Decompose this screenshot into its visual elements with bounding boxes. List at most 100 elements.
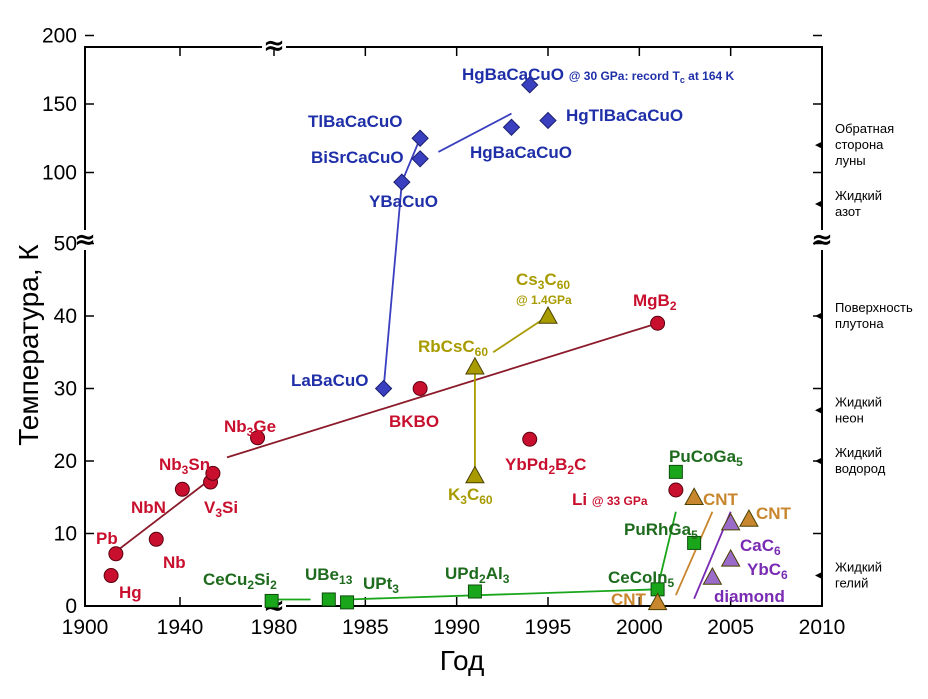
trend-cnt bbox=[675, 511, 714, 596]
axis-ticks: 1900 1940 1980 1985 1990 1995 2000 2005 20100102… bbox=[42, 25, 845, 640]
label-purhga5: PuRhGa5 bbox=[624, 520, 698, 542]
label-cecoin5: CeCoIn5 bbox=[608, 568, 675, 590]
sub: 3 bbox=[503, 572, 510, 586]
trend-cuprate-1 bbox=[382, 182, 403, 389]
sub: 5 bbox=[691, 528, 698, 542]
x-tick-label: 2000 bbox=[616, 616, 663, 639]
sub: 3 bbox=[392, 582, 399, 596]
break-left: ≈ bbox=[74, 225, 96, 255]
marker-heavy-fermion bbox=[321, 592, 336, 607]
label-bisrcacuo: BiSrCaCuO bbox=[311, 148, 404, 167]
marker-conventional bbox=[668, 482, 684, 498]
marker-heavy-fermion bbox=[467, 584, 482, 599]
marker-cuprates bbox=[374, 379, 393, 398]
label-cs3c60-pressure: @ 1.4GPa bbox=[516, 293, 572, 307]
marker-conventional bbox=[250, 430, 266, 446]
sub: 5 bbox=[668, 576, 675, 590]
data-markers bbox=[103, 76, 759, 611]
label-cs3c60: Cs3C60 bbox=[516, 270, 570, 292]
sub: 2 bbox=[270, 578, 277, 592]
marker-conventional bbox=[103, 568, 119, 584]
y-tick-label: 20 bbox=[54, 450, 77, 473]
marker-heavy-fermion bbox=[668, 464, 683, 479]
x-tick-label: 1980 bbox=[251, 616, 298, 639]
marker-fullerenes bbox=[538, 305, 558, 324]
label-pb: Pb bbox=[96, 529, 118, 548]
x-tick-label: 1985 bbox=[342, 616, 389, 639]
marker-graphite-diamond bbox=[702, 566, 723, 585]
marker-conventional bbox=[148, 531, 164, 547]
label-ybacuo: YBaCuO bbox=[369, 192, 438, 211]
marker-conventional bbox=[522, 431, 538, 447]
reference-label: Жидкий водород bbox=[835, 445, 886, 476]
y-tick-label: 50 bbox=[54, 233, 77, 256]
reference-label: Жидкий азот bbox=[835, 188, 882, 219]
y-axis-title: Температура, К bbox=[13, 244, 44, 446]
label-v3si: V3Si bbox=[204, 498, 238, 520]
sub: 6 bbox=[781, 568, 788, 582]
label-nb3ge: Nb3Ge bbox=[224, 417, 276, 439]
sub: 60 bbox=[479, 493, 493, 507]
trend-cuprate-3 bbox=[437, 112, 512, 153]
label-bkbo: BKBO bbox=[389, 412, 439, 431]
sub: 3 bbox=[215, 506, 222, 520]
label-k3c60: K3C60 bbox=[448, 485, 493, 507]
reference-labels: Обратная сторона луны Жидкий азот Поверхность… bbox=[815, 121, 913, 591]
reference-arrow bbox=[815, 141, 823, 150]
trend-cuprate-2 bbox=[401, 137, 421, 183]
record-note: @ 30 GPa: record Tc at 164 K bbox=[569, 69, 735, 85]
label-ybc6: YbC6 bbox=[747, 560, 788, 582]
x-tick-label: 1995 bbox=[525, 616, 572, 639]
sub: 60 bbox=[475, 345, 489, 359]
label-li: Li @ 33 GPa bbox=[572, 490, 648, 509]
marker-cuprates bbox=[411, 150, 429, 168]
label-pucoga5: PuCoGa5 bbox=[669, 447, 743, 469]
label-nbn: NbN bbox=[131, 498, 166, 517]
y-tick-label: 150 bbox=[42, 93, 77, 116]
marker-conventional bbox=[205, 465, 221, 481]
sub: 3 bbox=[538, 278, 545, 292]
label-cnt-1: CNT bbox=[611, 590, 647, 609]
sub: 3 bbox=[182, 463, 189, 477]
label-tlbacacuo: TlBaCaCuO bbox=[308, 112, 402, 131]
break-top: ≈ bbox=[263, 31, 285, 61]
marker-cuprates bbox=[393, 173, 411, 191]
break-right: ≈ bbox=[811, 225, 833, 255]
trend-hf-3 bbox=[656, 511, 677, 589]
data-labels: Hg Pb Nb NbN V3Si Nb3Sn Nb3Ge BKBO YbPd2… bbox=[96, 65, 792, 609]
y-tick-label: 10 bbox=[54, 523, 77, 546]
label-ube13: UBe13 bbox=[305, 565, 353, 587]
x-axis-title: Год bbox=[440, 645, 485, 676]
label-upt3: UPt3 bbox=[363, 574, 399, 596]
marker-conventional bbox=[412, 381, 428, 396]
reference-arrow bbox=[815, 200, 823, 209]
marker-graphite-diamond bbox=[720, 512, 741, 531]
sub: 13 bbox=[339, 573, 353, 587]
sub: 3 bbox=[247, 425, 254, 439]
sub: 2 bbox=[247, 578, 254, 592]
x-tick-label: 1940 bbox=[157, 616, 204, 639]
trend-fullerene-2 bbox=[492, 315, 549, 354]
label-rbcsc60: RbCsC60 bbox=[418, 337, 488, 359]
y-tick-label: 0 bbox=[65, 595, 77, 618]
sub: 5 bbox=[736, 455, 743, 469]
sub: 2 bbox=[548, 463, 555, 477]
marker-cuprates bbox=[539, 111, 557, 130]
y-tick-label: 40 bbox=[54, 305, 77, 328]
marker-conventional bbox=[108, 546, 124, 562]
label-cnt-2: CNT bbox=[703, 490, 739, 509]
marker-conventional bbox=[174, 481, 190, 497]
y-tick-label: 100 bbox=[42, 162, 77, 185]
label-cac6: CaC6 bbox=[740, 536, 781, 558]
reference-arrow bbox=[815, 312, 823, 320]
x-tick-label: 2005 bbox=[707, 616, 754, 639]
sub: 2 bbox=[670, 299, 677, 313]
y-tick-label: 30 bbox=[54, 378, 77, 401]
marker-carbon bbox=[647, 592, 668, 611]
label-hg: Hg bbox=[119, 583, 142, 602]
x-tick-label: 1990 bbox=[433, 616, 480, 639]
marker-graphite-diamond bbox=[720, 548, 741, 567]
sub: 6 bbox=[774, 544, 781, 558]
label-ybpd2b2c: YbPd2B2C bbox=[505, 455, 586, 477]
